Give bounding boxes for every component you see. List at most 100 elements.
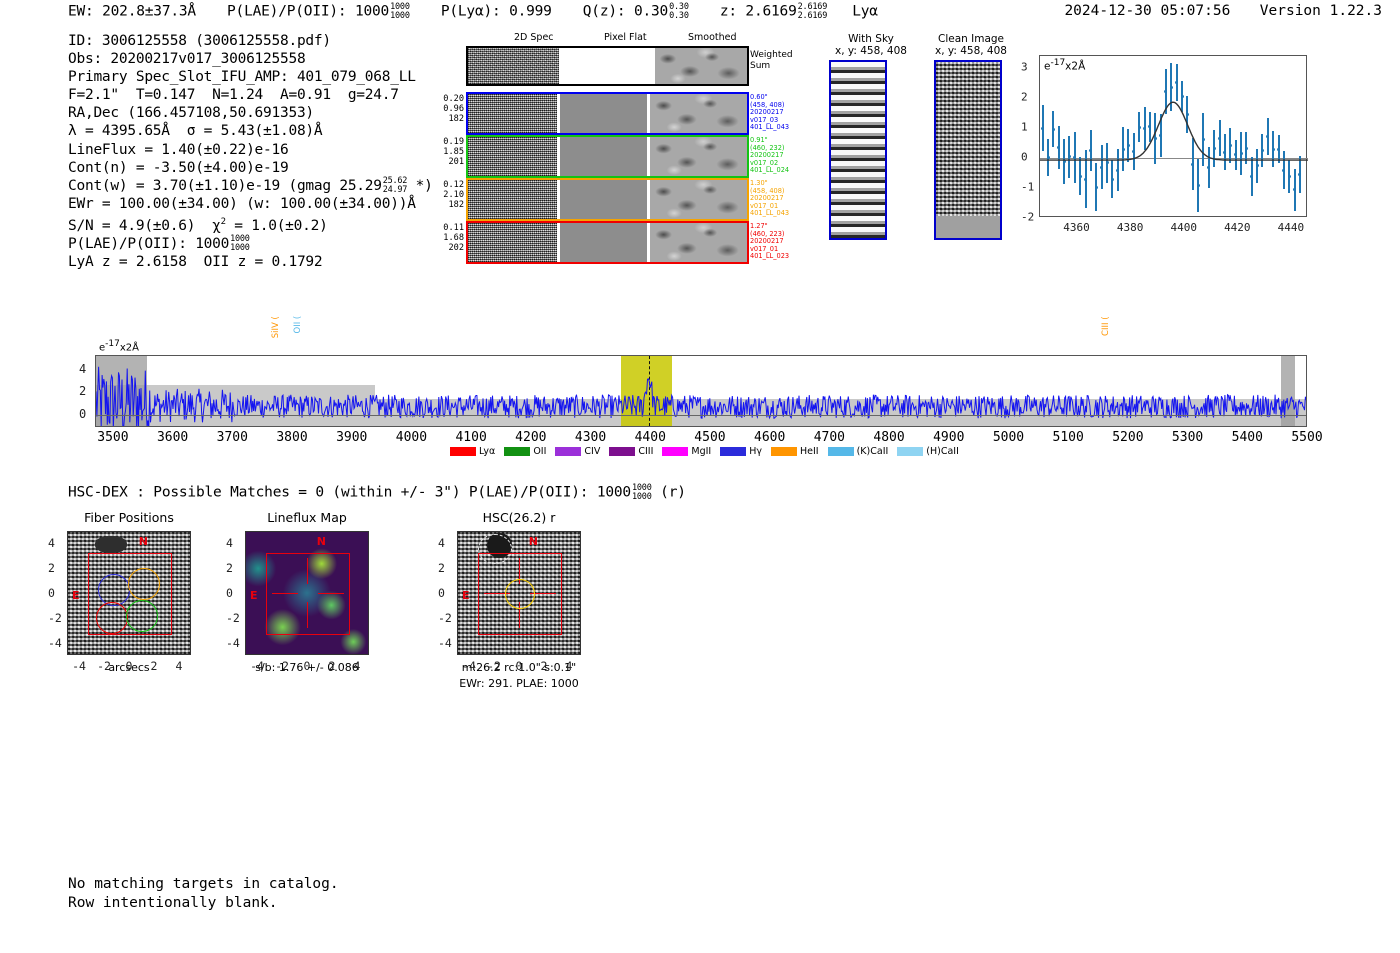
emission-line-marker: CIV ( bbox=[134, 336, 159, 376]
panel-xtick: 2 bbox=[150, 659, 158, 673]
cutout-col-title-smoothed: Smoothed bbox=[688, 32, 737, 43]
emission-line-marker: OIII ( bbox=[523, 336, 548, 376]
hsc-image-panel: HSC(26.2) r N E m:26.2 rc:1.0" s:0.1" EW… bbox=[457, 510, 581, 690]
header-ew: EW: 202.8±37.3Å bbox=[68, 3, 196, 20]
fit-datapoint bbox=[1164, 89, 1168, 93]
emission-line-marker: Hγ ( bbox=[990, 339, 1015, 373]
fit-datapoint bbox=[1110, 177, 1114, 181]
cutout-row-1-left-labels: 0.20 0.96 182 bbox=[443, 94, 464, 125]
cutout-row-2-right-labels: 0.91" (460, 232) 20200217 v017_02 401_LL_024 bbox=[750, 136, 790, 175]
fit-datapoint bbox=[1293, 188, 1297, 191]
hsc-dex-text: HSC-DEX : Possible Matches = 0 (within +… bbox=[68, 484, 631, 501]
fit-datapoint bbox=[1132, 149, 1136, 153]
hsc-dex-summary: HSC-DEX : Possible Matches = 0 (within +… bbox=[68, 484, 686, 501]
cutout-col-title-2dspec: 2D Spec bbox=[514, 32, 554, 43]
legend-label: OII bbox=[533, 446, 547, 457]
spectrum-xtick: 5400 bbox=[1231, 430, 1263, 445]
fit-datapoint bbox=[1234, 153, 1238, 157]
fiber-circle-4 bbox=[126, 600, 158, 632]
emission-line-marker: OIII ( bbox=[1113, 336, 1138, 376]
crosshair-right bbox=[530, 593, 556, 595]
info-plae: P(LAE)/P(OII): 1000 1000 1000 bbox=[68, 235, 433, 253]
fit-datapoint bbox=[1282, 168, 1286, 172]
info-gmag-fraction: 25.62 24.97 bbox=[382, 176, 408, 195]
cutout-row-fiber-2: 0.19 1.85 201 0.91" (460, 232) 20200217 v017_… bbox=[443, 135, 789, 178]
footer-note: No matching targets in catalog. Row inte… bbox=[68, 875, 339, 912]
cutout-row-4-right-labels: 1.27" (460, 223) 20200217 v017_01 401_LL_023 bbox=[750, 222, 790, 261]
fit-datapoint bbox=[1100, 165, 1104, 169]
panel-xtick: 2 bbox=[328, 659, 336, 673]
fit-datapoint bbox=[1062, 159, 1066, 163]
ifu-box bbox=[266, 553, 350, 635]
info-cont-w-suffix: *) bbox=[415, 177, 433, 194]
legend-label: CIII bbox=[638, 446, 654, 457]
cutout-row-2-left-labels: 0.19 1.85 201 bbox=[443, 137, 464, 168]
panel-ytick: 4 bbox=[226, 536, 233, 550]
panel-ytick: 4 bbox=[438, 536, 445, 550]
spectrum-xtick: 4500 bbox=[694, 430, 726, 445]
crosshair-left bbox=[484, 593, 510, 595]
emission-line-marker: CIII ( bbox=[1101, 297, 1126, 335]
fit-datapoint bbox=[1126, 143, 1130, 147]
hsc-image-xlabel: m:26.2 rc:1.0" s:0.1" bbox=[461, 661, 577, 674]
fit-datapoint bbox=[1078, 174, 1082, 178]
crosshair-right bbox=[318, 593, 344, 595]
panel-ytick: -4 bbox=[48, 636, 62, 650]
fit-datapoint bbox=[1239, 152, 1243, 155]
fiber-positions-image: N E bbox=[67, 531, 191, 655]
fit-datapoint bbox=[1051, 127, 1055, 131]
spectrum-ytick: 2 bbox=[79, 384, 87, 398]
panel-xtick: -4 bbox=[462, 659, 476, 673]
fit-datapoint bbox=[1196, 184, 1200, 188]
fiber-positions-title: Fiber Positions bbox=[84, 510, 174, 525]
legend-swatch bbox=[450, 447, 476, 456]
cutout-row-fiber-1: 0.20 0.96 182 0.60" (458, 408) 20200217 v017_… bbox=[443, 92, 789, 135]
compass-n: N bbox=[528, 535, 538, 548]
legend-item: HeII bbox=[771, 446, 819, 457]
fit-datapoint bbox=[1185, 113, 1189, 116]
fit-xtick: 4440 bbox=[1277, 221, 1305, 234]
panel-ytick: 0 bbox=[48, 586, 55, 600]
fit-datapoint bbox=[1250, 175, 1254, 179]
fit-gaussian-curve bbox=[1040, 101, 1308, 161]
cutout-row-fiber-3: 0.12 2.10 182 1.30" (458, 408) 20200217 v017_… bbox=[443, 178, 789, 221]
crosshair-top bbox=[307, 558, 309, 584]
spectrum-xtick: 4900 bbox=[933, 430, 965, 445]
hsc-plae-fraction: 1000 1000 bbox=[631, 483, 652, 502]
spectrum-units-label: e-17x2Å bbox=[99, 339, 139, 354]
panel-ytick: 0 bbox=[226, 586, 233, 600]
cutout-panel: 2D Spec Pixel Flat Smoothed Weighted Sum… bbox=[430, 32, 793, 264]
with-sky-image bbox=[829, 60, 887, 240]
compass-e: E bbox=[72, 589, 80, 603]
legend-label: Lyα bbox=[479, 446, 496, 457]
emission-line-marker: SiIV ( bbox=[390, 334, 415, 378]
panel-xtick: 0 bbox=[125, 659, 133, 673]
fit-datapoint bbox=[1073, 155, 1077, 159]
emission-line-marker: Hγ ( bbox=[1130, 339, 1155, 373]
fit-units-label: e-17x2Å bbox=[1044, 58, 1086, 73]
panel-ytick: -4 bbox=[438, 636, 452, 650]
legend-swatch bbox=[771, 447, 797, 456]
weighted-sum-label-l2: Sum bbox=[750, 60, 771, 71]
legend-swatch bbox=[897, 447, 924, 456]
info-id: ID: 3006125558 (3006125558.pdf) bbox=[68, 33, 331, 49]
legend-item: Lyα bbox=[450, 446, 495, 457]
footer-line-1: No matching targets in catalog. bbox=[68, 876, 339, 892]
emission-line-marker: NV ( bbox=[734, 338, 759, 374]
fit-datapoint bbox=[1271, 147, 1275, 151]
fit-datapoint bbox=[1287, 175, 1291, 179]
line-fit-plot: e-17x2Å bbox=[1039, 55, 1308, 217]
spectrum-xtick: 4000 bbox=[395, 430, 428, 445]
fit-ytick: 1 bbox=[1021, 120, 1028, 134]
header-plya: P(Lyα): 0.999 bbox=[440, 3, 552, 20]
panel-ytick: -2 bbox=[48, 611, 62, 625]
crosshair-bottom bbox=[519, 602, 521, 628]
legend-item: (H)CaII bbox=[897, 446, 959, 457]
timestamp: 2024-12-30 05:07:56 bbox=[1064, 3, 1231, 19]
fit-datapoint bbox=[1105, 161, 1109, 165]
fit-datapoint bbox=[1046, 155, 1050, 159]
legend-label: MgII bbox=[691, 446, 712, 457]
cutout-row-3-left-labels: 0.12 2.10 182 bbox=[443, 180, 464, 211]
spectrum-xtick: 5000 bbox=[992, 430, 1025, 445]
fit-datapoint bbox=[1255, 164, 1259, 168]
